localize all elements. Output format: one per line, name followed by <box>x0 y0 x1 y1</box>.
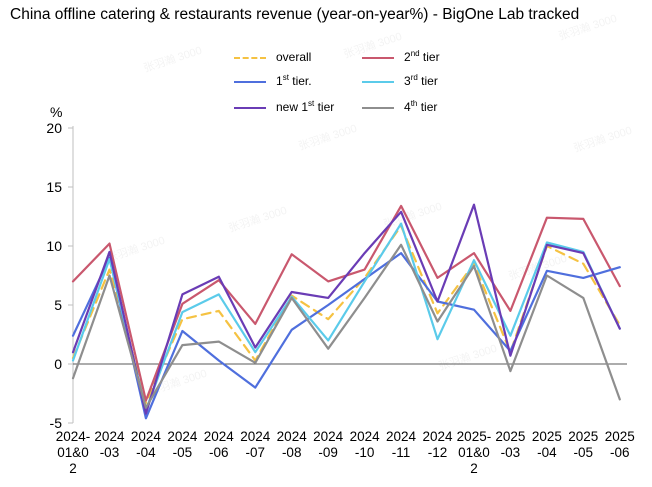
y-tick-label: 5 <box>54 297 62 313</box>
watermark-text: 张羽瀚 3000 <box>342 29 404 61</box>
legend-swatch <box>234 81 266 83</box>
series-line-2nd-tier <box>71 204 621 402</box>
y-tick-label: 0 <box>54 356 62 372</box>
watermark-text: 张羽瀚 3000 <box>557 11 619 43</box>
watermark-text: 张羽瀚 3000 <box>142 43 204 75</box>
series-line-new-1st-tier <box>71 203 621 415</box>
x-tick-label: 2024 -05 <box>167 429 198 460</box>
x-tick-label: 2024 -09 <box>313 429 344 460</box>
x-tick-label: 2025-01&0 2 <box>457 429 492 476</box>
x-tick-label: 2024 -08 <box>277 429 308 460</box>
y-tick-label: 10 <box>46 238 62 254</box>
y-tick-label: 20 <box>46 120 62 136</box>
legend-swatch <box>234 107 266 109</box>
x-tick-label: 2024 -11 <box>386 429 417 460</box>
watermark-text: 张羽瀚 3000 <box>382 199 444 231</box>
legend-swatch <box>234 57 266 59</box>
legend-swatch <box>362 107 394 109</box>
x-tick-label: 2024 -10 <box>350 429 381 460</box>
x-tick-label: 2025 -03 <box>495 429 525 460</box>
legend-label: 4th tier <box>404 99 438 115</box>
x-tick-label: 2024 -04 <box>131 429 162 460</box>
x-tick-label: 2025 -06 <box>605 429 635 460</box>
y-axis-unit-label: % <box>50 104 62 120</box>
legend-swatch <box>362 81 394 83</box>
legend-label: overall <box>276 50 312 64</box>
watermark-text: 张羽瀚 3000 <box>227 203 289 235</box>
series-lines <box>71 203 621 420</box>
series-line-4th-tier <box>71 243 621 409</box>
y-tick-label: -5 <box>50 415 63 431</box>
chart-title: China offline catering & restaurants rev… <box>10 6 580 23</box>
watermark-text: 张羽瀚 3000 <box>572 123 634 155</box>
legend-label: new 1st tier <box>276 99 335 115</box>
watermark-text: 张羽瀚 3000 <box>437 341 499 373</box>
x-tick-label: 2024 -06 <box>204 429 235 460</box>
x-tick-label: 2025 -05 <box>568 429 598 460</box>
x-tick-label: 2024-01&0 2 <box>56 429 91 476</box>
legend-label: 3rd tier <box>404 73 438 89</box>
series-line-3rd-tier <box>71 222 621 412</box>
legend-swatch <box>362 57 394 59</box>
x-tick-label: 2024 -07 <box>240 429 271 460</box>
x-tick-label: 2024 -03 <box>94 429 125 460</box>
watermark-layer: 张羽瀚 3000 张羽瀚 3000 张羽瀚 3000 张羽瀚 3000 张羽瀚 3000… <box>105 11 634 398</box>
legend-label: 1st tier. <box>276 73 312 89</box>
y-axis: % -5 0 5 10 15 20 <box>46 104 74 431</box>
y-tick-label: 15 <box>46 179 62 195</box>
x-tick-label: 2025 -04 <box>532 429 562 460</box>
x-tick-label: 2024 -12 <box>422 429 453 460</box>
legend-label: 2nd tier <box>404 49 440 65</box>
watermark-text: 张羽瀚 3000 <box>297 121 359 153</box>
